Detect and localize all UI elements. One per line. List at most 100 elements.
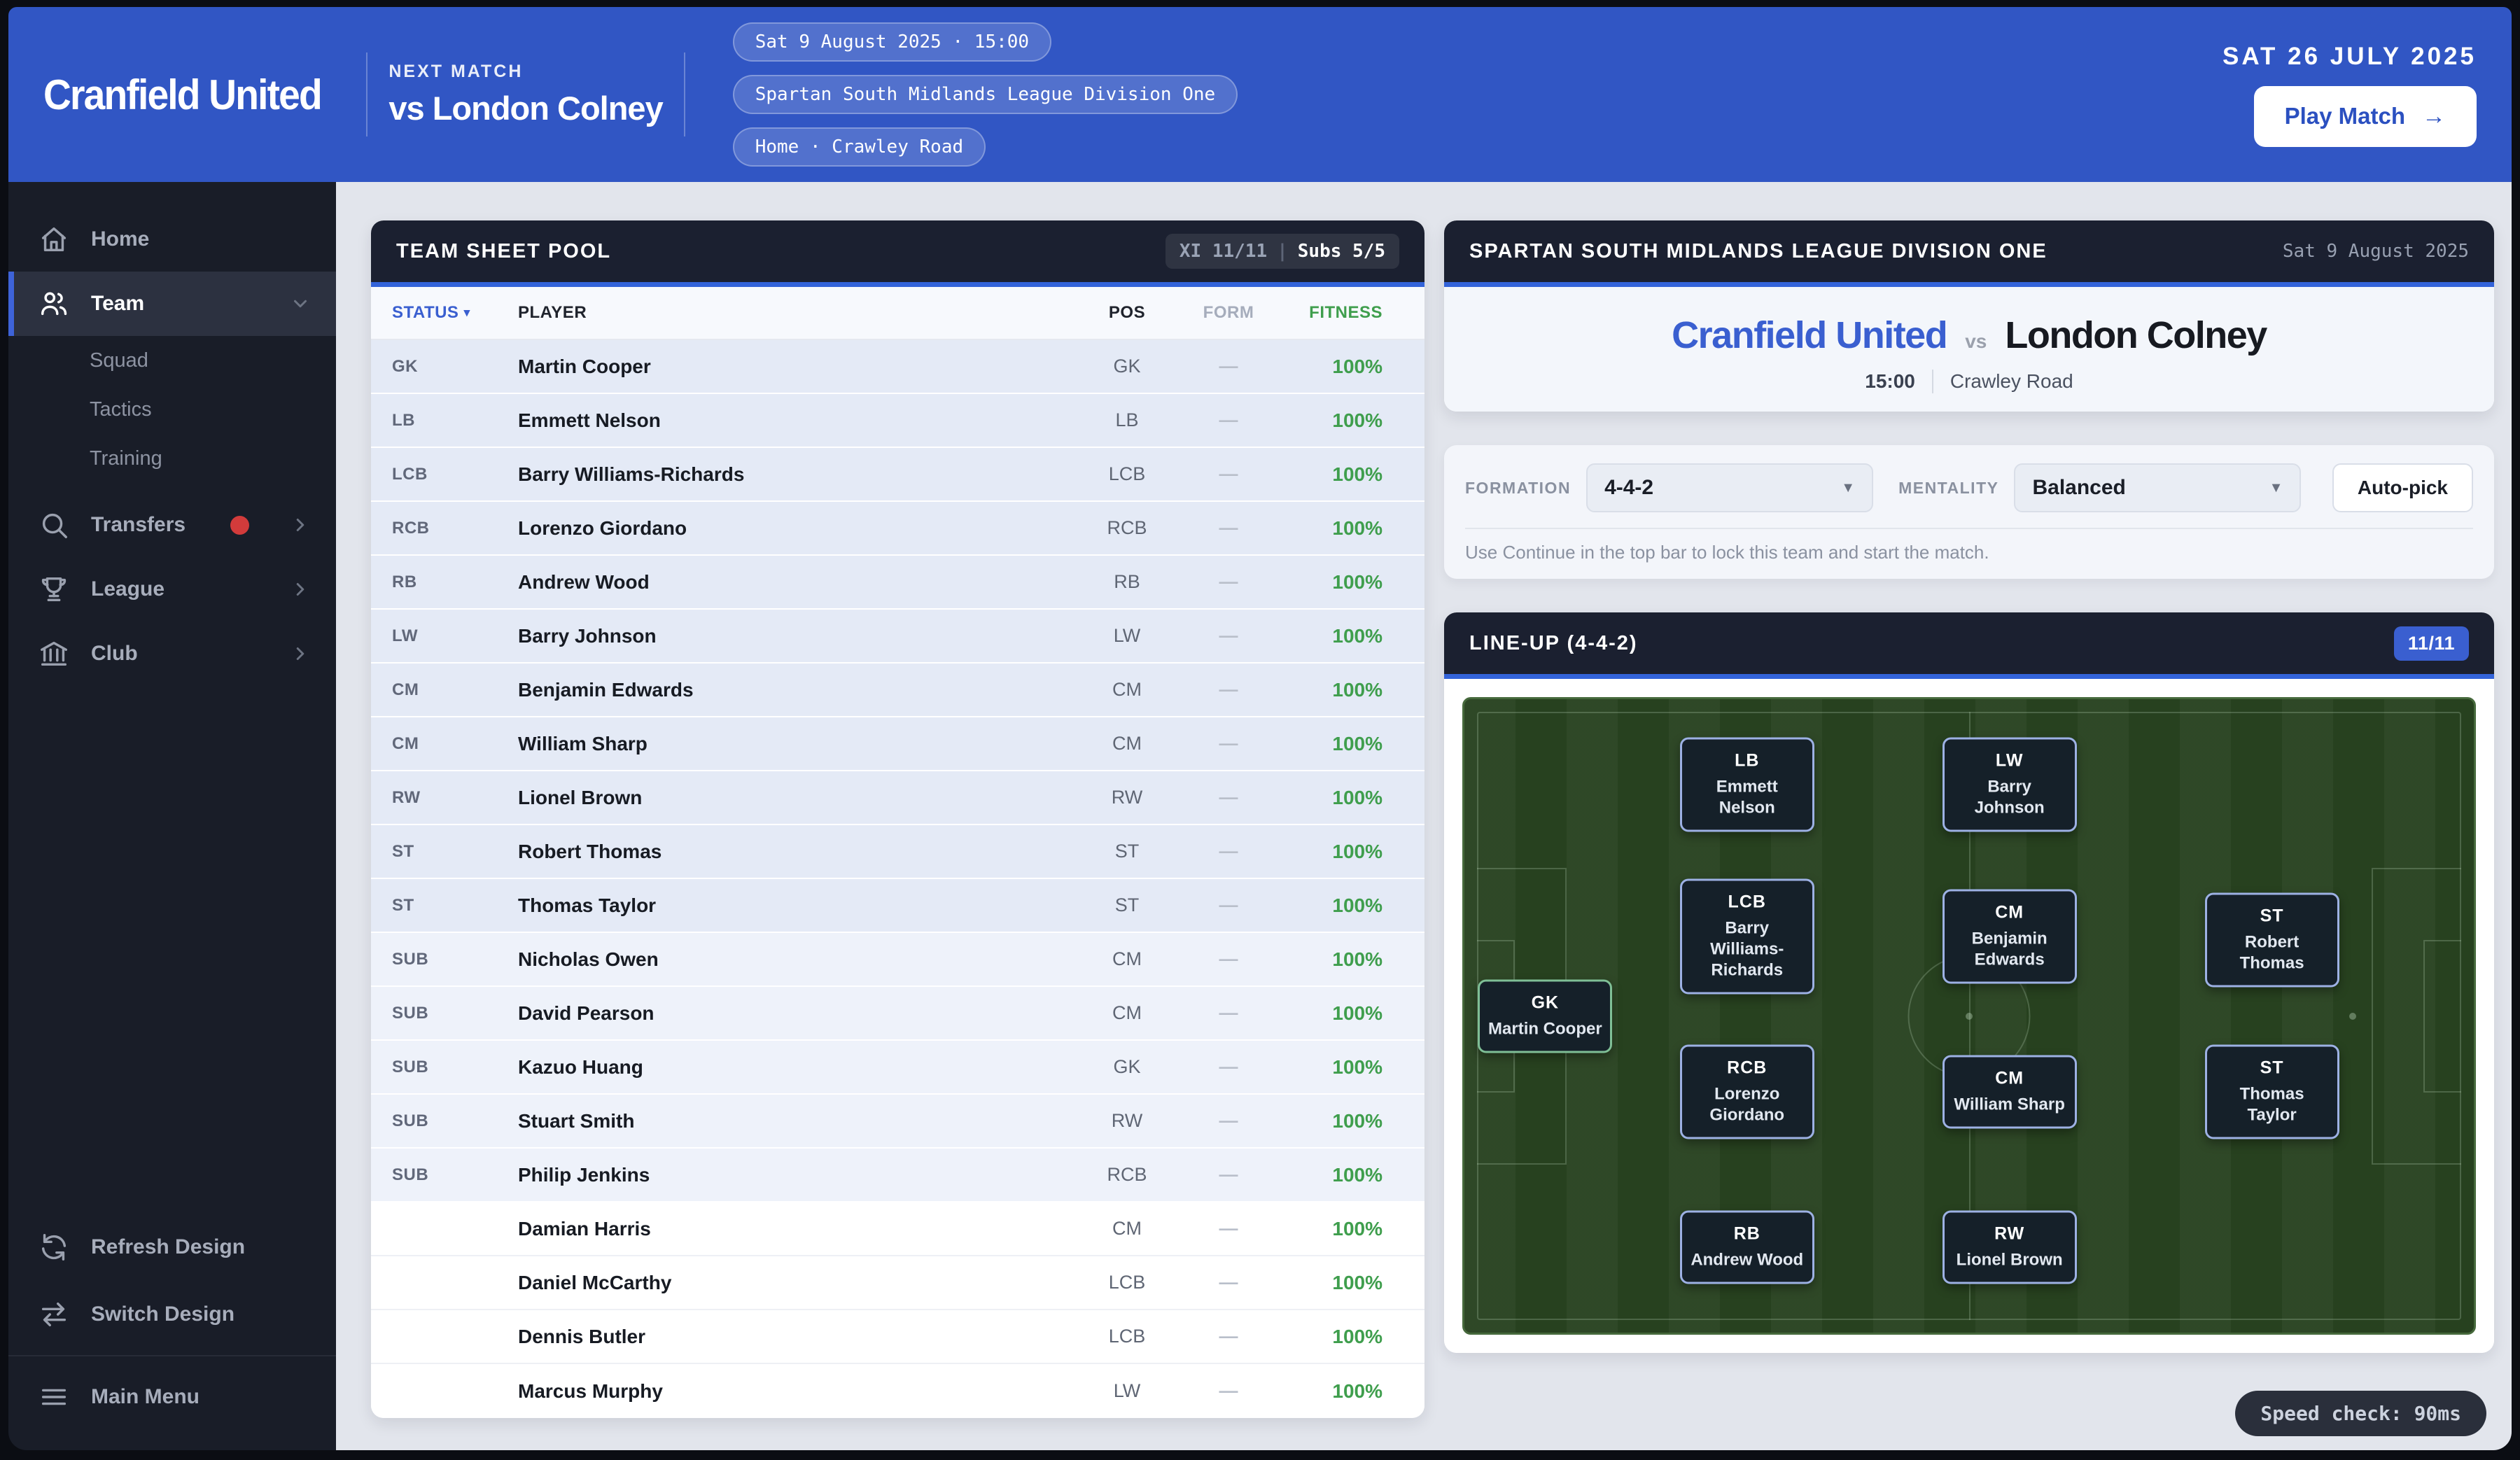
pitch-center-spot [1966, 1012, 1973, 1020]
speed-check-badge: Speed check: 90ms [2235, 1391, 2486, 1436]
topbar-divider [366, 52, 368, 136]
lineup-header: LINE-UP (4-4-2) 11/11 [1444, 612, 2494, 674]
home-team-name: Cranfield United [1672, 314, 1948, 356]
bank-icon [38, 638, 70, 670]
table-row[interactable]: SUB Stuart Smith RW —100% [371, 1095, 1424, 1149]
sidebar-item-transfers[interactable]: Transfers [8, 493, 336, 557]
away-team-name: London Colney [2005, 314, 2267, 356]
table-row[interactable]: CM Benjamin Edwards CM —100% [371, 664, 1424, 717]
sidebar: Home Team Squad Tactics Training [8, 182, 336, 1450]
table-row[interactable]: ST Thomas Taylor ST —100% [371, 879, 1424, 933]
pitch: GK Martin Cooper LB Emmett Nelson LW Bar… [1462, 697, 2476, 1335]
match-venue-pill: Home · Crawley Road [732, 127, 986, 167]
caret-down-icon: ▼ [1841, 479, 1856, 496]
sidebar-item-league[interactable]: League [8, 557, 336, 622]
app-shell: Cranfield United NEXT MATCH vs London Co… [8, 7, 2512, 1450]
match-panel-header: SPARTAN SOUTH MIDLANDS LEAGUE DIVISION O… [1444, 220, 2494, 282]
lineup-player-chip[interactable]: RB Andrew Wood [1679, 1210, 1814, 1284]
right-column: SPARTAN SOUTH MIDLANDS LEAGUE DIVISION O… [1444, 220, 2494, 1415]
home-icon [38, 223, 70, 255]
topbar-right: SAT 26 JULY 2025 Play Match → [2222, 43, 2477, 147]
table-row[interactable]: CM William Sharp CM —100% [371, 717, 1424, 771]
main-menu-button[interactable]: Main Menu [8, 1363, 336, 1431]
lineup-player-chip[interactable]: ST Robert Thomas [2204, 892, 2339, 988]
table-row[interactable]: LCB Barry Williams-Richards LCB —100% [371, 448, 1424, 502]
chevron-right-icon [290, 514, 311, 535]
column-header-pos[interactable]: POS [1108, 303, 1146, 322]
table-row[interactable]: LB Emmett Nelson LB —100% [371, 394, 1424, 448]
sort-desc-icon: ▾ [463, 306, 470, 319]
table-row[interactable]: RB Andrew Wood RB —100% [371, 556, 1424, 610]
table-row[interactable]: Marcus Murphy LW —100% [371, 1364, 1424, 1418]
table-row[interactable]: RCB Lorenzo Giordano RCB —100% [371, 502, 1424, 556]
refresh-design-button[interactable]: Refresh Design [8, 1214, 336, 1281]
lineup-player-chip[interactable]: LW Barry Johnson [1942, 737, 2077, 832]
venue-name: Crawley Road [1949, 370, 2073, 392]
mentality-select[interactable]: Balanced ▼ [2014, 463, 2302, 512]
sidebar-item-training[interactable]: Training [90, 447, 162, 470]
table-row[interactable]: GK Martin Cooper GK —100% [371, 340, 1424, 394]
chevron-down-icon [290, 293, 311, 314]
next-match-block: NEXT MATCH vs London Colney [388, 62, 663, 127]
club-logo: Cranfield United [43, 71, 323, 118]
table-row[interactable]: RW Lionel Brown RW —100% [371, 771, 1424, 825]
formation-select[interactable]: 4-4-2 ▼ [1586, 463, 1874, 512]
table-header-row: STATUS ▾ PLAYER POS FORM FITNESS [371, 287, 1424, 340]
hamburger-menu-icon [38, 1381, 70, 1413]
controls-row: FORMATION 4-4-2 ▼ MENTALITY Balanced ▼ A… [1465, 463, 2473, 512]
pitch-six-yard-box-right [2423, 939, 2461, 1093]
team-sheet-pool-panel: TEAM SHEET POOL XI 11/11 | Subs 5/5 STAT… [371, 220, 1424, 1418]
sidebar-item-club[interactable]: Club [8, 622, 336, 686]
column-header-player[interactable]: PLAYER [518, 303, 587, 322]
play-match-button[interactable]: Play Match → [2253, 85, 2477, 147]
accent-bar [371, 282, 1424, 287]
search-icon [38, 509, 70, 541]
table-row[interactable]: LW Barry Johnson LW —100% [371, 610, 1424, 664]
vs-label: vs [1965, 330, 1987, 352]
table-row[interactable]: Daniel McCarthy LCB —100% [371, 1256, 1424, 1310]
lineup-player-chip[interactable]: RW Lionel Brown [1942, 1210, 2077, 1284]
sidebar-divider [8, 1355, 336, 1356]
match-date: Sat 9 August 2025 [2282, 241, 2469, 262]
accent-bar [1444, 282, 2494, 287]
kickoff-info: 15:00 Crawley Road [1465, 370, 2473, 393]
lineup-player-chip[interactable]: LB Emmett Nelson [1679, 737, 1814, 832]
sidebar-item-team[interactable]: Team [8, 272, 336, 336]
current-date: SAT 26 JULY 2025 [2222, 42, 2477, 70]
match-preview-panel: SPARTAN SOUTH MIDLANDS LEAGUE DIVISION O… [1444, 220, 2494, 412]
column-header-fitness[interactable]: FITNESS [1309, 303, 1382, 322]
table-row[interactable]: SUB Nicholas Owen CM —100% [371, 933, 1424, 987]
match-competition-pill: Spartan South Midlands League Division O… [732, 75, 1238, 114]
sidebar-item-squad[interactable]: Squad [90, 349, 148, 372]
column-header-status[interactable]: STATUS ▾ [392, 303, 470, 322]
kickoff-time: 15:00 [1865, 370, 1915, 392]
sidebar-item-home[interactable]: Home [8, 207, 336, 272]
table-row[interactable]: SUB Kazuo Huang GK —100% [371, 1041, 1424, 1095]
team-controls-panel: FORMATION 4-4-2 ▼ MENTALITY Balanced ▼ A… [1444, 445, 2494, 579]
next-match-opponent: vs London Colney [388, 90, 663, 127]
swap-icon [38, 1298, 70, 1331]
lineup-panel: LINE-UP (4-4-2) 11/11 [1444, 612, 2494, 1353]
table-row[interactable]: Damian Harris CM —100% [371, 1202, 1424, 1256]
play-match-label: Play Match [2284, 103, 2405, 129]
match-info-pills: Sat 9 August 2025 · 15:00 Spartan South … [732, 22, 1238, 167]
table-row[interactable]: ST Robert Thomas ST —100% [371, 825, 1424, 879]
auto-pick-button[interactable]: Auto-pick [2332, 463, 2473, 512]
sidebar-footer: Refresh Design Switch Design Main Menu [8, 1214, 336, 1450]
table-row[interactable]: SUB David Pearson CM —100% [371, 987, 1424, 1041]
sidebar-item-tactics[interactable]: Tactics [90, 398, 152, 421]
table-row[interactable]: SUB Philip Jenkins RCB —100% [371, 1149, 1424, 1202]
table-row[interactable]: Dennis Butler LCB —100% [371, 1310, 1424, 1364]
lineup-player-chip[interactable]: RCB Lorenzo Giordano [1679, 1044, 1814, 1139]
selection-count-badge: XI 11/11 | Subs 5/5 [1165, 234, 1399, 269]
lineup-player-chip[interactable]: GK Martin Cooper [1478, 979, 1613, 1053]
switch-design-button[interactable]: Switch Design [8, 1281, 336, 1348]
lineup-player-chip[interactable]: LCB Barry Williams-Richards [1679, 878, 1814, 995]
lineup-player-chip[interactable]: CM Benjamin Edwards [1942, 889, 2077, 984]
lineup-player-chip[interactable]: CM William Sharp [1942, 1055, 2077, 1129]
column-header-form[interactable]: FORM [1203, 303, 1254, 322]
lock-team-note: Use Continue in the top bar to lock this… [1465, 528, 2473, 563]
lineup-player-chip[interactable]: ST Thomas Taylor [2204, 1044, 2339, 1139]
fixture-teams: Cranfield United vs London Colney [1465, 314, 2473, 357]
next-match-label: NEXT MATCH [388, 62, 524, 81]
